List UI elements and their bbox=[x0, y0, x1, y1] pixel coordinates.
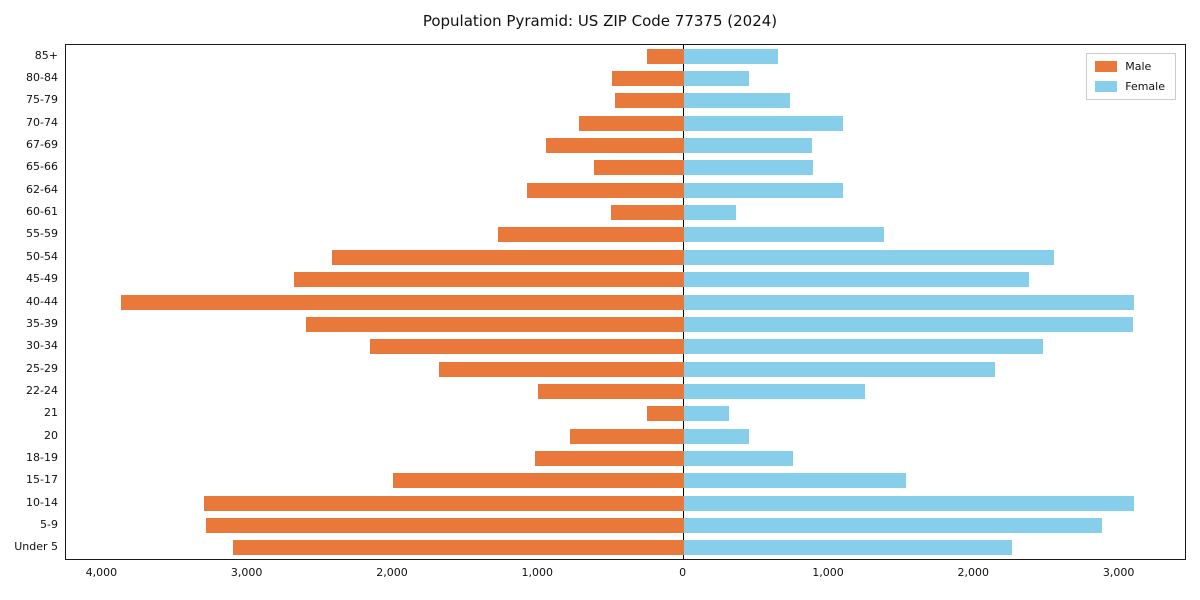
male-bar-50-54 bbox=[331, 249, 684, 265]
female-bar-67-69 bbox=[683, 138, 812, 154]
y-tick-label: 15-17 bbox=[26, 473, 58, 487]
y-tick-label: 80-84 bbox=[26, 71, 58, 85]
male-bar-5-9 bbox=[205, 517, 684, 533]
male-bar-10-14 bbox=[204, 495, 684, 511]
y-tick-label: 30-34 bbox=[26, 339, 58, 353]
female-bar-60-61 bbox=[683, 205, 736, 221]
chart-title: Population Pyramid: US ZIP Code 77375 (2… bbox=[422, 12, 778, 30]
y-tick-label: 85+ bbox=[34, 48, 58, 62]
x-tick-label: 1,000 bbox=[812, 566, 844, 579]
y-tick-label: 10-14 bbox=[26, 495, 58, 509]
male-bar-67-69 bbox=[545, 138, 684, 154]
male-bar-55-59 bbox=[497, 227, 684, 243]
male-bar-20 bbox=[570, 428, 684, 444]
male-legend-label: Male bbox=[1125, 60, 1152, 73]
x-tick-label: 1,000 bbox=[521, 566, 554, 579]
y-tick-label: 35-39 bbox=[26, 316, 58, 330]
female-legend-swatch bbox=[1095, 81, 1118, 92]
female-legend-label: Female bbox=[1125, 80, 1165, 93]
male-legend-swatch bbox=[1095, 61, 1118, 72]
y-tick-label: 20 bbox=[44, 428, 58, 442]
y-tick-label: 60-61 bbox=[26, 205, 58, 219]
female-bar-80-84 bbox=[683, 71, 750, 87]
y-tick-label: Under 5 bbox=[14, 540, 58, 554]
y-tick-label: 5-9 bbox=[40, 517, 58, 531]
y-tick-label: 62-64 bbox=[26, 182, 58, 196]
male-bar-85+ bbox=[647, 48, 684, 64]
female-bar-20 bbox=[683, 428, 750, 444]
male-bar-Under 5 bbox=[233, 540, 684, 556]
male-bar-75-79 bbox=[615, 93, 684, 109]
legend-item-female: Female bbox=[1095, 80, 1165, 93]
male-bar-30-34 bbox=[369, 339, 684, 355]
male-bar-25-29 bbox=[439, 361, 684, 377]
female-bar-50-54 bbox=[683, 249, 1055, 265]
female-bar-Under 5 bbox=[683, 540, 1013, 556]
x-tick-label: 3,000 bbox=[1102, 566, 1135, 579]
male-bar-65-66 bbox=[593, 160, 684, 176]
y-tick-label: 22-24 bbox=[26, 383, 58, 397]
female-bar-30-34 bbox=[683, 339, 1043, 355]
male-bar-18-19 bbox=[535, 450, 684, 466]
female-bar-85+ bbox=[683, 48, 779, 64]
female-bar-62-64 bbox=[683, 182, 844, 198]
female-bar-45-49 bbox=[683, 272, 1030, 288]
female-bar-18-19 bbox=[683, 450, 793, 466]
male-bar-35-39 bbox=[305, 316, 684, 332]
legend-item-male: Male bbox=[1095, 60, 1165, 73]
female-bar-15-17 bbox=[683, 473, 906, 489]
plot-area: Male Female bbox=[65, 44, 1186, 560]
male-bar-80-84 bbox=[612, 71, 684, 87]
y-tick-label: 21 bbox=[44, 406, 58, 420]
male-bar-21 bbox=[647, 406, 684, 422]
x-tick-label: 0 bbox=[679, 566, 687, 579]
male-bar-45-49 bbox=[294, 272, 684, 288]
y-tick-label: 25-29 bbox=[26, 361, 58, 375]
female-bar-70-74 bbox=[683, 115, 844, 131]
female-bar-40-44 bbox=[683, 294, 1135, 310]
male-bar-15-17 bbox=[392, 473, 684, 489]
y-tick-label: 67-69 bbox=[26, 138, 58, 152]
y-tick-label: 40-44 bbox=[26, 294, 58, 308]
male-bar-62-64 bbox=[526, 182, 684, 198]
female-bar-65-66 bbox=[683, 160, 813, 176]
male-bar-40-44 bbox=[121, 294, 684, 310]
legend: Male Female bbox=[1086, 53, 1176, 100]
female-bar-22-24 bbox=[683, 383, 866, 399]
y-tick-label: 45-49 bbox=[26, 272, 58, 286]
x-tick-label: 2,000 bbox=[957, 566, 990, 579]
female-bar-5-9 bbox=[683, 517, 1103, 533]
male-bar-60-61 bbox=[610, 205, 684, 221]
y-tick-label: 70-74 bbox=[26, 115, 58, 129]
y-tick-label: 50-54 bbox=[26, 249, 58, 263]
female-bar-25-29 bbox=[683, 361, 995, 377]
y-tick-label: 55-59 bbox=[26, 227, 58, 241]
male-bar-70-74 bbox=[578, 115, 684, 131]
y-tick-label: 75-79 bbox=[26, 93, 58, 107]
y-tick-label: 65-66 bbox=[26, 160, 58, 174]
female-bar-21 bbox=[683, 406, 729, 422]
x-tick-label: 4,000 bbox=[85, 566, 118, 579]
female-bar-10-14 bbox=[683, 495, 1135, 511]
x-tick-label: 2,000 bbox=[376, 566, 408, 579]
female-bar-75-79 bbox=[683, 93, 790, 109]
female-bar-35-39 bbox=[683, 316, 1133, 332]
x-tick-label: 3,000 bbox=[230, 566, 263, 579]
y-tick-label: 18-19 bbox=[26, 450, 58, 464]
male-bar-22-24 bbox=[538, 383, 684, 399]
female-bar-55-59 bbox=[683, 227, 885, 243]
